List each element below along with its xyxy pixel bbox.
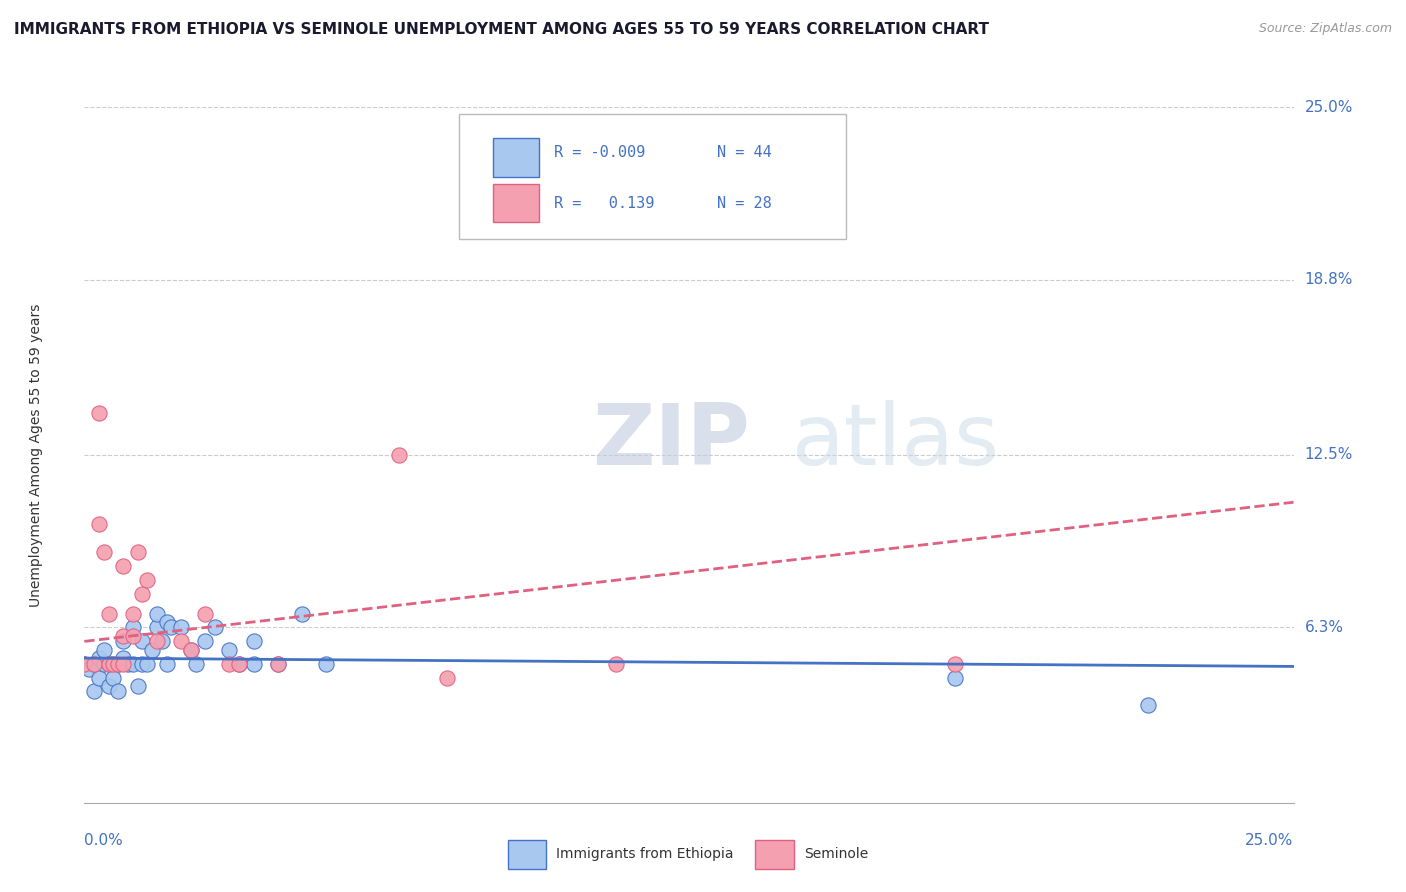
Point xyxy=(97,657,120,671)
Point xyxy=(242,657,264,671)
Point xyxy=(436,671,458,685)
Point xyxy=(131,587,153,601)
FancyBboxPatch shape xyxy=(460,114,846,239)
Point xyxy=(155,615,177,629)
Point xyxy=(150,634,173,648)
Point xyxy=(83,657,105,671)
Point xyxy=(83,657,105,671)
Point xyxy=(87,651,110,665)
Point xyxy=(228,657,250,671)
Point xyxy=(180,642,202,657)
Point xyxy=(117,657,139,671)
Point xyxy=(127,545,149,559)
Point xyxy=(170,634,193,648)
Text: ZIP: ZIP xyxy=(592,400,749,483)
Point xyxy=(87,517,110,532)
Text: Source: ZipAtlas.com: Source: ZipAtlas.com xyxy=(1258,22,1392,36)
Point xyxy=(242,634,264,648)
Text: Seminole: Seminole xyxy=(804,847,868,862)
Text: atlas: atlas xyxy=(792,400,1000,483)
Text: Immigrants from Ethiopia: Immigrants from Ethiopia xyxy=(555,847,734,862)
Text: N = 44: N = 44 xyxy=(717,145,772,160)
FancyBboxPatch shape xyxy=(494,138,538,177)
Point xyxy=(87,671,110,685)
Point xyxy=(97,607,120,621)
Point xyxy=(228,657,250,671)
FancyBboxPatch shape xyxy=(494,184,538,222)
Point xyxy=(146,620,169,634)
Point xyxy=(73,657,96,671)
Point xyxy=(141,642,163,657)
Point xyxy=(943,657,966,671)
Point xyxy=(127,679,149,693)
Point xyxy=(97,679,120,693)
Point xyxy=(170,620,193,634)
Point xyxy=(93,657,115,671)
Point xyxy=(146,634,169,648)
Point xyxy=(103,671,125,685)
Point xyxy=(218,642,240,657)
Point xyxy=(121,657,143,671)
Point xyxy=(83,684,105,698)
Point xyxy=(103,657,125,671)
Point xyxy=(112,559,135,574)
Text: 25.0%: 25.0% xyxy=(1246,833,1294,848)
Text: 18.8%: 18.8% xyxy=(1305,272,1353,287)
Point xyxy=(121,607,143,621)
Point xyxy=(605,657,627,671)
Point xyxy=(291,607,314,621)
FancyBboxPatch shape xyxy=(508,839,547,869)
Point xyxy=(218,657,240,671)
Point xyxy=(93,545,115,559)
Point xyxy=(180,642,202,657)
Point xyxy=(87,406,110,420)
Point xyxy=(112,651,135,665)
Point xyxy=(943,671,966,685)
Text: 25.0%: 25.0% xyxy=(1305,100,1353,114)
Point xyxy=(184,657,207,671)
Text: 6.3%: 6.3% xyxy=(1305,620,1344,635)
Point xyxy=(121,620,143,634)
Point xyxy=(112,634,135,648)
Point xyxy=(267,657,290,671)
Point xyxy=(194,607,217,621)
Point xyxy=(388,448,411,462)
Point xyxy=(121,629,143,643)
Point xyxy=(194,634,217,648)
Text: IMMIGRANTS FROM ETHIOPIA VS SEMINOLE UNEMPLOYMENT AMONG AGES 55 TO 59 YEARS CORR: IMMIGRANTS FROM ETHIOPIA VS SEMINOLE UNE… xyxy=(14,22,988,37)
Point xyxy=(155,657,177,671)
Point xyxy=(146,607,169,621)
Point xyxy=(131,657,153,671)
Point xyxy=(107,657,129,671)
Point xyxy=(112,629,135,643)
Point xyxy=(112,657,135,671)
FancyBboxPatch shape xyxy=(755,839,794,869)
Text: N = 28: N = 28 xyxy=(717,195,772,211)
Text: 0.0%: 0.0% xyxy=(84,833,124,848)
Point xyxy=(103,657,125,671)
Point xyxy=(93,642,115,657)
Point xyxy=(267,657,290,671)
Point xyxy=(160,620,183,634)
Point xyxy=(315,657,337,671)
Point xyxy=(107,684,129,698)
Point xyxy=(204,620,226,634)
Text: 12.5%: 12.5% xyxy=(1305,448,1353,462)
Text: R =   0.139: R = 0.139 xyxy=(554,195,654,211)
Point xyxy=(131,634,153,648)
Text: Unemployment Among Ages 55 to 59 years: Unemployment Among Ages 55 to 59 years xyxy=(30,303,44,607)
Point xyxy=(77,662,100,676)
Point xyxy=(73,657,96,671)
Point xyxy=(1137,698,1160,713)
Point xyxy=(97,657,120,671)
Point xyxy=(107,657,129,671)
Text: R = -0.009: R = -0.009 xyxy=(554,145,645,160)
Point xyxy=(136,573,159,587)
Point xyxy=(136,657,159,671)
